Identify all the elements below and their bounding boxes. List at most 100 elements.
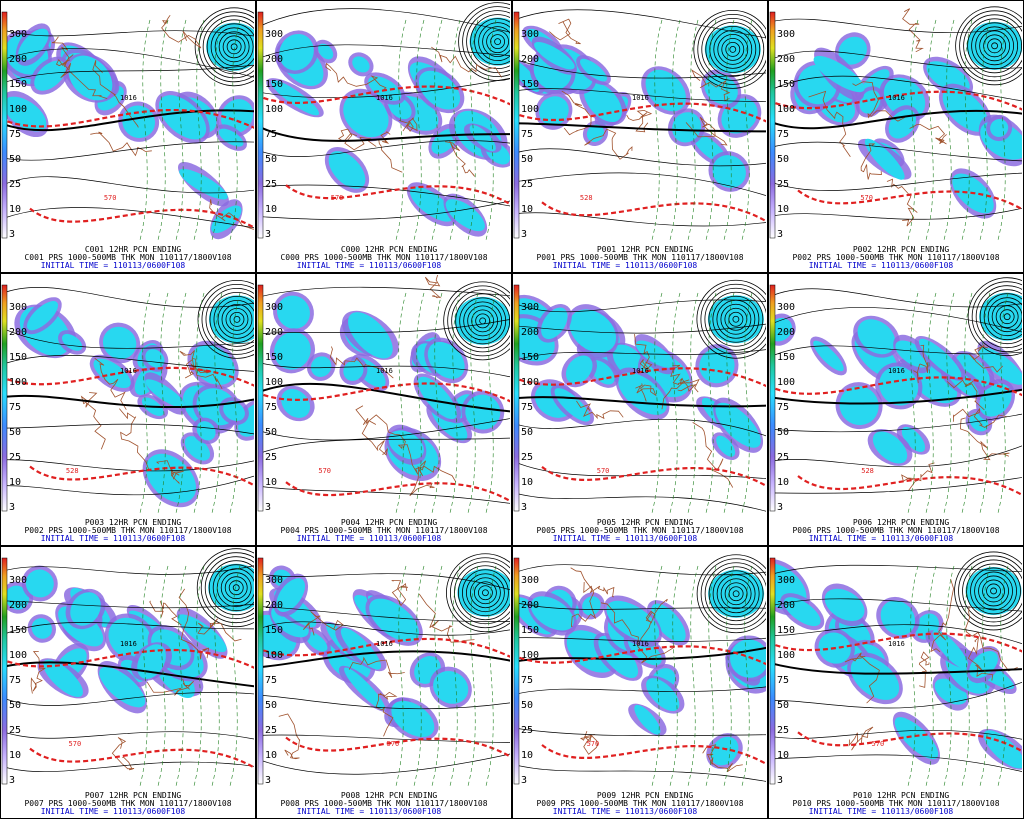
pressure-contour	[233, 316, 241, 323]
scale-label: 3	[9, 229, 15, 240]
precip-heavy	[61, 333, 83, 351]
coastline	[968, 344, 1004, 373]
isobar	[770, 109, 1022, 130]
isobar	[258, 140, 510, 157]
map-area	[514, 554, 766, 787]
scale-label: 75	[9, 402, 21, 413]
scale-label: 25	[265, 725, 277, 736]
pressure-contour	[466, 10, 510, 74]
precip-heavy	[318, 43, 334, 60]
precip-heavy	[645, 69, 686, 112]
thickness-contour	[258, 637, 510, 658]
precip-heavy	[454, 296, 510, 345]
scale-label: 3	[9, 502, 15, 513]
green-contour	[449, 292, 461, 514]
precip-heavy	[783, 597, 821, 627]
isobar	[2, 327, 254, 349]
isobar	[514, 172, 766, 196]
green-contour	[723, 565, 735, 787]
pressure-contour	[697, 14, 766, 85]
map-area	[2, 7, 254, 241]
contour-label: 1016	[632, 94, 649, 102]
precip-heavy	[710, 736, 739, 766]
map-area	[514, 9, 766, 241]
coastline	[808, 90, 851, 157]
isobar	[770, 141, 1022, 162]
scale-label: 300	[265, 29, 283, 40]
scale-label: 200	[521, 327, 539, 338]
scale-label: 100	[9, 104, 27, 115]
scale-label: 50	[777, 700, 789, 711]
isobar	[2, 176, 254, 194]
isobar	[514, 299, 766, 313]
scale-label: 50	[9, 700, 21, 711]
coastline	[184, 358, 212, 379]
isobar	[2, 64, 254, 84]
isobar	[514, 349, 766, 362]
green-contour	[907, 565, 919, 787]
color-bar	[769, 11, 776, 239]
green-contour	[193, 19, 205, 241]
thickness-contour	[797, 189, 1022, 211]
scale-label: 300	[265, 302, 283, 313]
color-bar	[257, 11, 264, 239]
contour-label: 570	[318, 467, 331, 475]
thickness-contour	[258, 382, 510, 403]
scale-label: 50	[265, 427, 277, 438]
green-contour	[925, 565, 937, 787]
isobar	[2, 287, 254, 308]
scale-label: 200	[265, 600, 283, 611]
scale-label: 200	[9, 327, 27, 338]
precip-heavy	[813, 340, 844, 372]
green-contour	[961, 19, 973, 241]
precip-heavy	[707, 295, 764, 344]
coastline	[51, 36, 71, 68]
pressure-contour	[217, 300, 254, 339]
precip-heavy	[108, 617, 152, 660]
pressure-contour	[986, 583, 1001, 599]
green-contour	[449, 565, 461, 787]
isobar	[514, 9, 766, 39]
thickness-contour	[514, 645, 766, 666]
coastline	[640, 598, 668, 641]
pressure-contour	[209, 292, 254, 347]
precip-heavy	[465, 394, 501, 430]
green-contour	[651, 565, 663, 787]
pressure-contour	[959, 10, 1022, 82]
green-contour	[723, 292, 735, 514]
precip-heavy	[281, 389, 311, 418]
pressure-contour	[991, 42, 999, 50]
panel-initial-time: INITIAL TIME = 110113/0600F108	[297, 807, 442, 816]
coastline	[576, 400, 624, 420]
map-area	[258, 553, 510, 787]
isobar	[514, 212, 766, 227]
panel-initial-time: INITIAL TIME = 110113/0600F108	[553, 261, 698, 270]
scale-label: 150	[777, 79, 795, 90]
pressure-contour	[970, 567, 1017, 615]
precip-heavy	[206, 22, 254, 71]
precip-heavy	[918, 338, 962, 379]
scale-label: 3	[521, 775, 527, 786]
coastline	[685, 116, 728, 146]
pressure-contour	[205, 288, 254, 351]
isobar	[514, 88, 766, 102]
pressure-contour	[954, 551, 1022, 631]
thickness-contour	[2, 108, 254, 129]
green-contour	[485, 292, 497, 514]
coastline	[119, 408, 150, 471]
isobar	[770, 172, 1022, 191]
pressure-contour	[226, 39, 242, 55]
precip-heavy	[894, 717, 939, 760]
precip-heavy	[279, 33, 314, 71]
precip-heavy	[208, 295, 254, 344]
precip-heavy	[838, 36, 867, 65]
scale-label: 75	[265, 129, 277, 140]
coastline	[146, 678, 194, 696]
panel-border	[256, 0, 512, 273]
coastline	[600, 602, 676, 664]
scale-label: 50	[521, 154, 533, 165]
isobar	[770, 754, 1022, 773]
map-panel: 1016 528 300 200 150 100 75 50 25 10 3 P001 12HR PC…	[512, 0, 768, 273]
map-panel: 1016 570 300 200 150 100 75 50 25 10 3 P009 12HR PC…	[512, 546, 768, 819]
